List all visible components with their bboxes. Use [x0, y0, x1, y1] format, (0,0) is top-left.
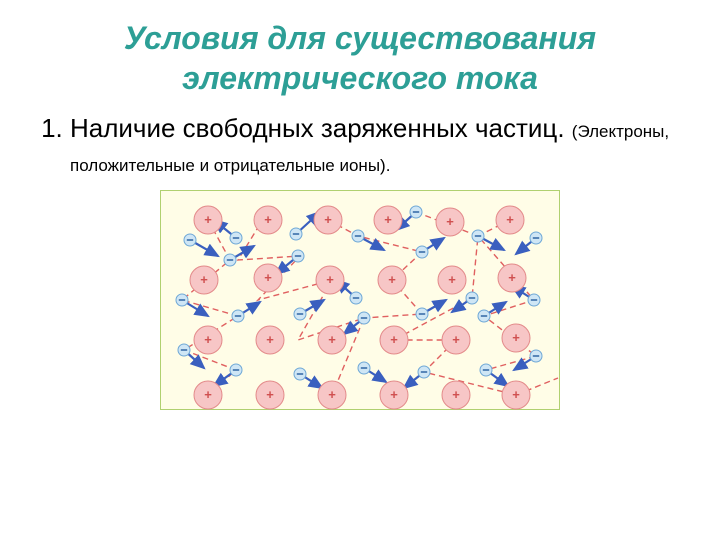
svg-text:+: + — [448, 272, 456, 287]
svg-text:+: + — [384, 212, 392, 227]
svg-text:+: + — [266, 332, 274, 347]
slide-title: Условия для существования электрического… — [40, 18, 680, 98]
svg-text:+: + — [452, 387, 460, 402]
svg-text:+: + — [200, 272, 208, 287]
svg-text:+: + — [512, 387, 520, 402]
svg-text:+: + — [446, 214, 454, 229]
diagram-container: + + + + + + + + + + + + + + + + + + + + + + + + — [40, 190, 680, 415]
title-line-1: Условия для существования — [124, 20, 596, 56]
svg-text:+: + — [390, 332, 398, 347]
svg-text:+: + — [204, 212, 212, 227]
title-line-2: электрического тока — [182, 60, 538, 96]
svg-text:+: + — [452, 332, 460, 347]
svg-text:+: + — [266, 387, 274, 402]
svg-text:+: + — [264, 270, 272, 285]
svg-text:+: + — [328, 387, 336, 402]
svg-text:+: + — [204, 387, 212, 402]
svg-text:+: + — [264, 212, 272, 227]
svg-text:+: + — [390, 387, 398, 402]
svg-text:+: + — [506, 212, 514, 227]
svg-text:+: + — [326, 272, 334, 287]
svg-text:+: + — [508, 270, 516, 285]
item-main-text: Наличие свободных заряженных частиц. — [70, 113, 565, 143]
svg-text:+: + — [512, 330, 520, 345]
svg-text:+: + — [324, 212, 332, 227]
particles-diagram: + + + + + + + + + + + + + + + + + + + + + + + + — [160, 190, 560, 410]
svg-text:+: + — [388, 272, 396, 287]
list-item-1: Наличие свободных заряженных частиц. (Эл… — [70, 112, 680, 180]
slide: Условия для существования электрического… — [0, 0, 720, 540]
svg-text:+: + — [204, 332, 212, 347]
svg-text:+: + — [328, 332, 336, 347]
bullet-list: Наличие свободных заряженных частиц. (Эл… — [40, 112, 680, 180]
